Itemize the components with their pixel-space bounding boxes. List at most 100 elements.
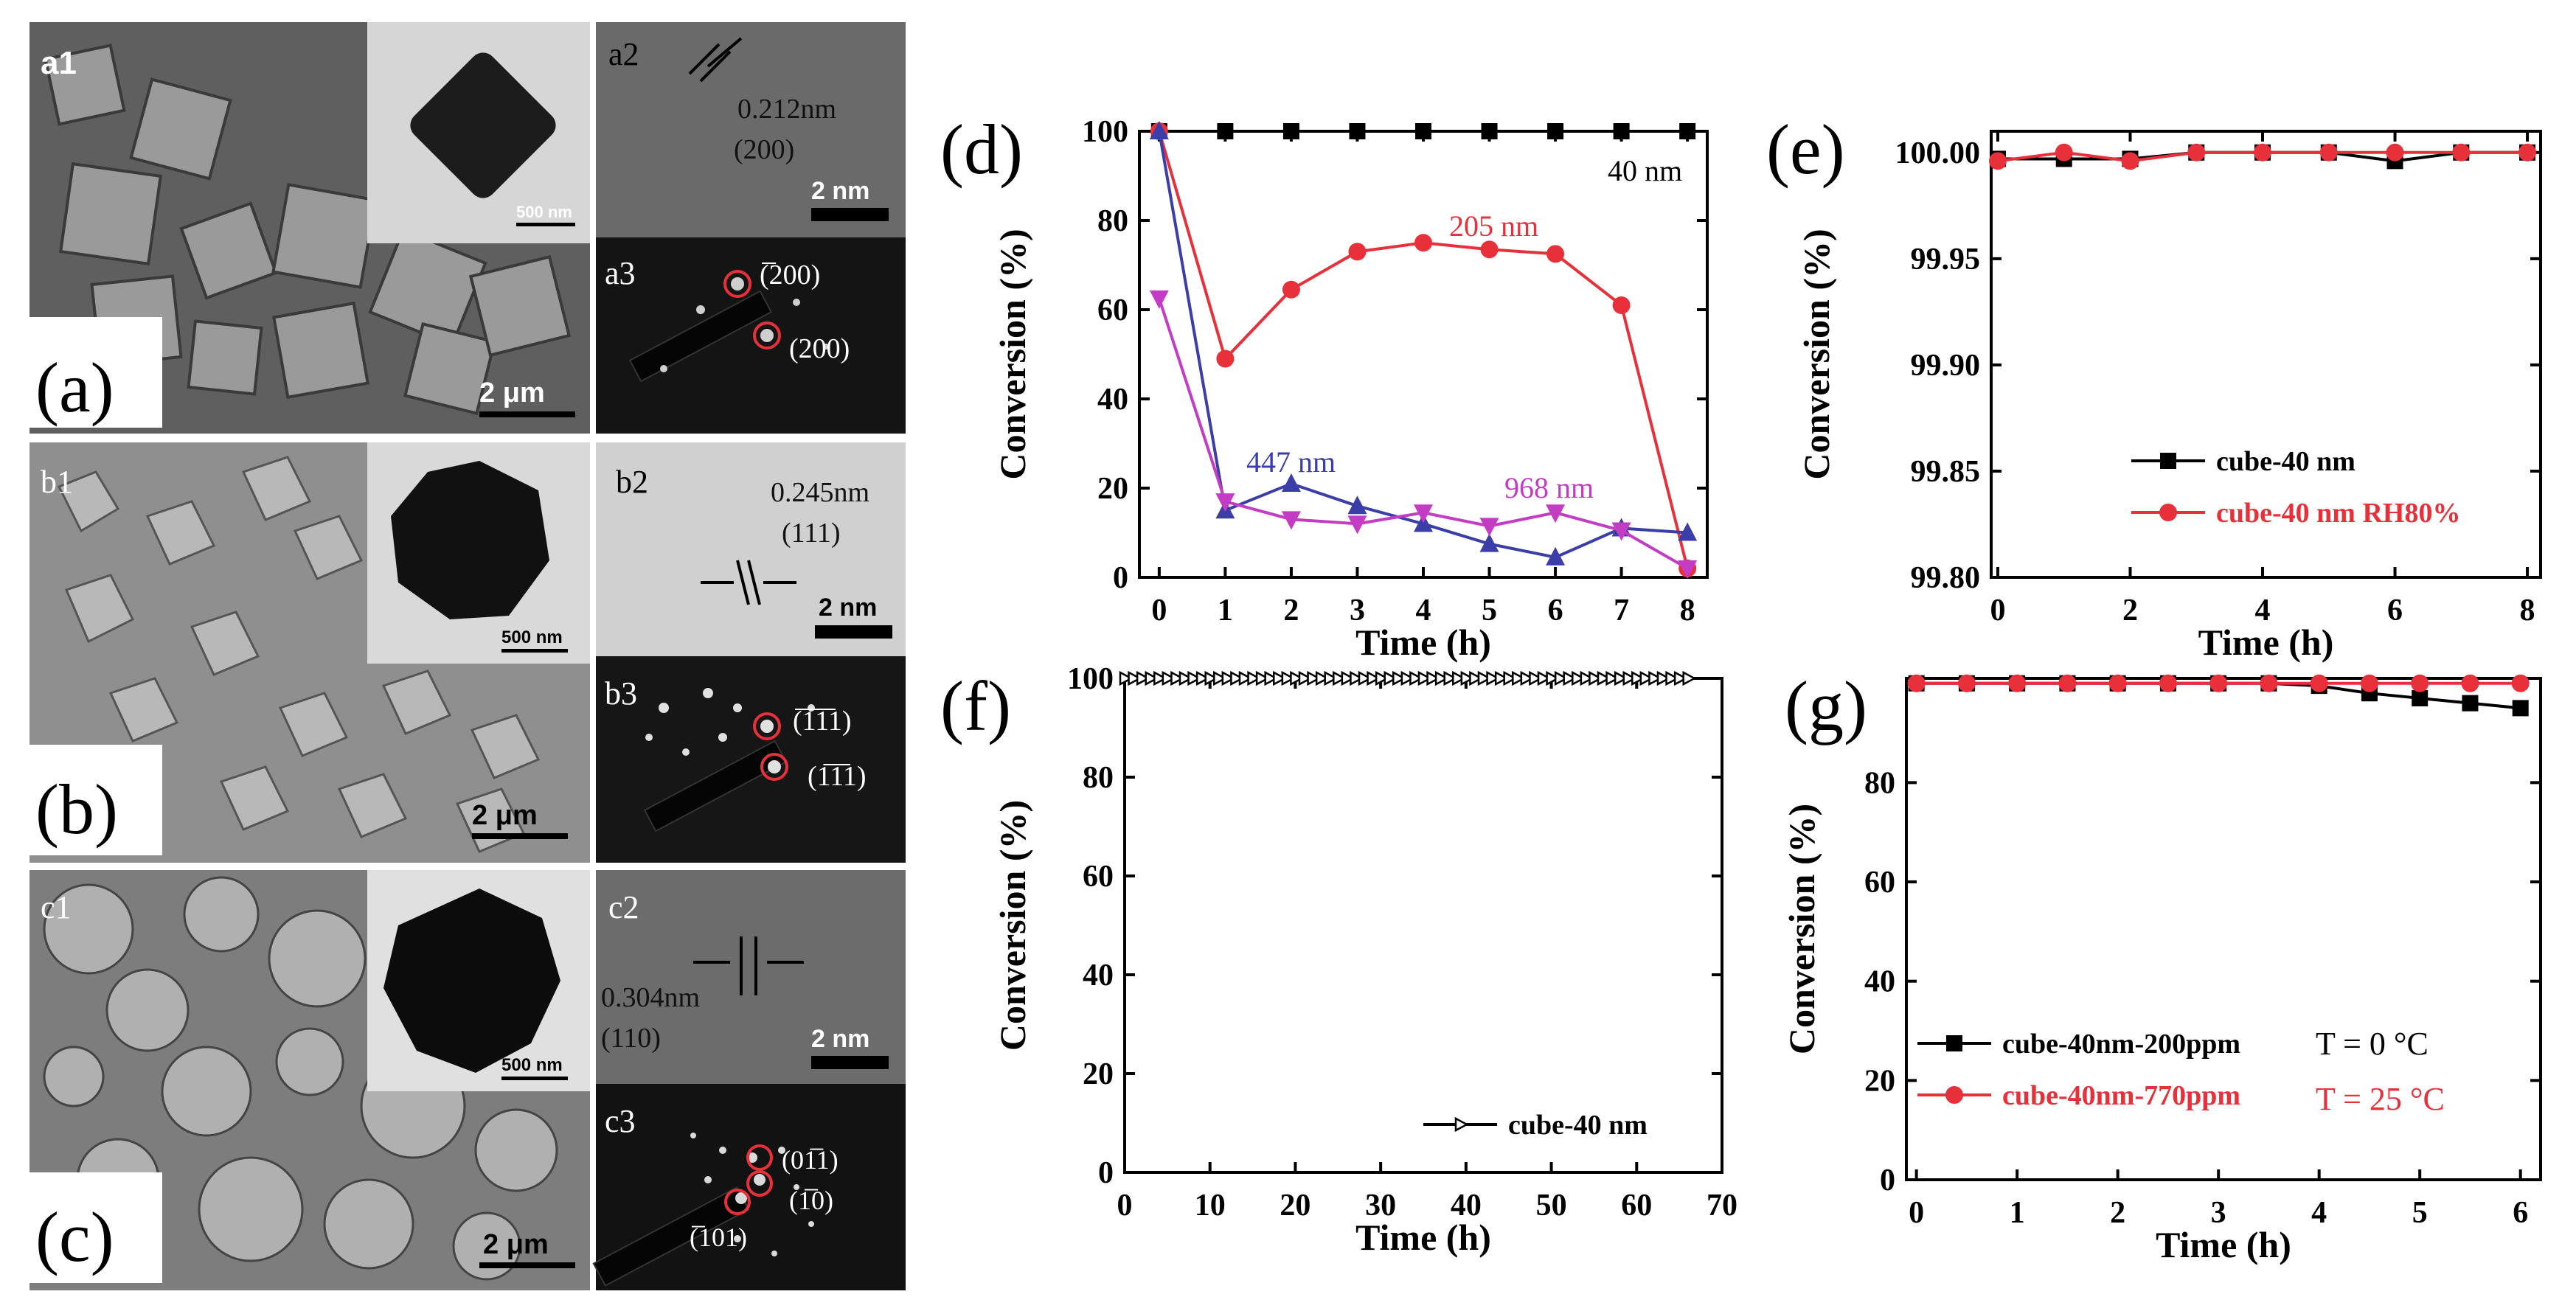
data-point-s3-4 (1414, 504, 1433, 524)
data-point-s0-4 (1415, 123, 1431, 139)
y-tick-label: 99.90 (1911, 349, 1981, 383)
y-tick-label: 0 (1113, 561, 1128, 595)
sublabel-b2: b2 (616, 464, 648, 500)
x-tick-label: 6 (2387, 594, 2403, 627)
x-tick-label: 6 (1548, 594, 1563, 627)
series-line-1 (1157, 131, 1690, 569)
chart-panel-e: (e) 0 2 4 6 8 99.80 99.85 99.90 99.95 100.00 Time (… (1766, 110, 2542, 663)
label-box-a (29, 317, 162, 428)
x-tick-label: 2 (2122, 594, 2138, 627)
data-point-s0-38 (1443, 670, 1458, 686)
x-axis-label: Time (h) (1355, 622, 1491, 663)
data-point-s0-6 (1547, 123, 1564, 139)
data-point-s3-5 (1479, 518, 1499, 537)
y-axis-label: Conversion (%) (992, 800, 1033, 1051)
data-point-s0-41 (1469, 670, 1484, 686)
data-point-s0-6 (1170, 670, 1185, 686)
data-point-s0-13 (1230, 670, 1245, 686)
d-spacing-a: 0.212nm (737, 94, 836, 125)
panel-b: (b) b1 b2 b3 0.245nm (111) (̅1̅1̅1) (1̅1… (29, 442, 906, 863)
x-tick-label: 8 (1680, 594, 1695, 627)
y-tick-label: 20 (1097, 472, 1128, 506)
data-point-s1-2 (2121, 152, 2139, 170)
beam-stop-a3 (628, 290, 773, 383)
y-tick-label: 0 (1880, 1164, 1895, 1197)
y-tick-label: 99.85 (1911, 455, 1981, 489)
data-point-s0-19 (1281, 670, 1296, 686)
data-point-s0-52 (1563, 670, 1577, 686)
spot-ring-b3-2 (760, 753, 788, 781)
data-point-s0-39 (1452, 670, 1466, 686)
sublabel-b3: b3 (605, 675, 637, 712)
y-tick-label: 60 (1083, 860, 1114, 894)
x-tick-label: 3 (1350, 594, 1365, 627)
data-point-s0-56 (1597, 670, 1611, 686)
x-tick-label: 0 (1990, 594, 2005, 627)
data-point-s1-0 (1907, 674, 1926, 692)
data-point-s0-65 (1673, 670, 1688, 686)
scale-label-tem-c: 500 nm (501, 1055, 563, 1075)
data-point-s3-8 (1678, 560, 1698, 579)
x-tick-label: 60 (1621, 1189, 1652, 1223)
scale-label-tem-b: 500 nm (501, 627, 563, 647)
x-tick-label: 0 (1117, 1189, 1133, 1223)
data-point-s0-59 (1622, 670, 1637, 686)
data-point-s1-4 (2108, 674, 2127, 692)
d-spacing-c: 0.304nm (601, 982, 700, 1013)
x-tick-label: 3 (2211, 1196, 2226, 1230)
x-axis-label: Time (h) (2156, 1224, 2291, 1265)
spot-ring-b3-1 (753, 712, 781, 740)
data-point-s1-4 (2254, 143, 2272, 161)
data-point-s3-1 (1215, 493, 1235, 512)
data-point-s0-33 (1400, 670, 1415, 686)
legend-label-1: cube-40 nm RH80% (2216, 498, 2460, 529)
panel-letter: (g) (1785, 667, 1867, 745)
x-tick-label: 2 (2110, 1196, 2125, 1230)
y-tick-label: 0 (1098, 1156, 1114, 1190)
data-point-s1-7 (2260, 674, 2278, 692)
spot-index-a-2: (200) (789, 333, 850, 364)
data-point-s1-3 (2058, 674, 2077, 692)
x-tick-label: 4 (2255, 594, 2271, 627)
panel-letter: (f) (940, 667, 1011, 745)
x-tick-label: 7 (1614, 594, 1629, 627)
data-point-s0-63 (1656, 670, 1671, 686)
legend-marker-1 (2159, 504, 2177, 521)
data-point-s1-6 (2209, 674, 2228, 692)
data-point-s0-43 (1486, 670, 1501, 686)
data-point-s1-12 (2511, 674, 2530, 692)
scale-bar-sem-c (479, 1262, 575, 1268)
lattice-marker-b2 (701, 560, 796, 605)
y-axis-label: Conversion (%) (1796, 229, 1837, 479)
data-point-s0-40 (1460, 670, 1475, 686)
data-point-s1-11 (2461, 674, 2479, 692)
y-tick-label: 99.80 (1911, 561, 1981, 595)
scale-bar-sem-b (472, 833, 568, 839)
data-point-s1-1 (2055, 143, 2073, 161)
x-tick-label: 2 (1283, 594, 1299, 627)
y-tick-label: 60 (1864, 866, 1895, 900)
data-point-s0-58 (1614, 670, 1628, 686)
plane-a: (200) (734, 134, 794, 165)
legend-marker-1 (1945, 1086, 1963, 1104)
spot-ring-c3-2 (746, 1170, 773, 1197)
scale-bar-hr-c (811, 1056, 889, 1069)
plot-frame (1123, 677, 1723, 1174)
x-tick-label: 1 (1218, 594, 1233, 627)
data-point-s0-21 (1298, 670, 1313, 686)
data-point-s2-5 (1479, 533, 1499, 552)
data-point-s0-9 (1195, 670, 1210, 686)
data-point-s0-10 (1204, 670, 1219, 686)
y-tick-label: 40 (1083, 959, 1114, 992)
panel-c: (c) c1 c2 c3 0.304nm (110) (01̅1) (1̅0) … (29, 870, 906, 1290)
data-point-s1-5 (2159, 674, 2177, 692)
data-point-s0-31 (1384, 670, 1398, 686)
saed-spots-b3 (645, 688, 815, 773)
scale-bar-hr-b (815, 625, 892, 639)
data-point-s0-5 (1162, 670, 1176, 686)
legend-label-0: cube-40nm-200ppm (2002, 1029, 2240, 1060)
data-point-s0-66 (1682, 670, 1697, 686)
panel-label-c: (c) (35, 1197, 114, 1276)
data-point-s0-7 (1613, 123, 1630, 139)
